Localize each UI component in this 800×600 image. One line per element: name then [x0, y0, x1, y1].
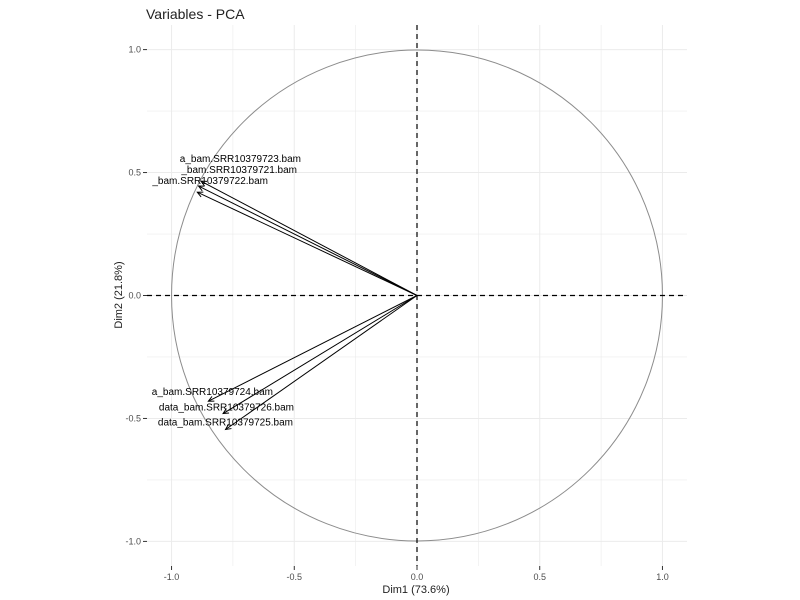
- y-tick-label: 0.5: [128, 168, 141, 178]
- y-tick-label: -0.5: [125, 413, 141, 423]
- variable-arrow: [198, 185, 418, 296]
- chart-title: Variables - PCA: [146, 6, 245, 22]
- variable-label: data_bam.SRR10379726.bam: [159, 403, 294, 414]
- variable-arrow: [197, 191, 418, 296]
- variable-label: a_bam.SRR10379723.bam: [180, 154, 301, 165]
- variable-arrowhead: [207, 396, 215, 402]
- x-tick-label: 0.0: [411, 572, 424, 582]
- variable-arrowhead: [197, 185, 205, 192]
- variable-label: _bam.SRR10379722.bam: [151, 176, 268, 187]
- y-tick-label: -1.0: [125, 536, 141, 546]
- x-tick-label: -1.0: [164, 572, 180, 582]
- y-axis-title: Dim2 (21.8%): [113, 261, 125, 328]
- variable-arrowhead: [224, 424, 232, 431]
- x-tick-label: -0.5: [287, 572, 303, 582]
- variable-arrow: [208, 295, 418, 402]
- variable-arrowhead: [199, 180, 208, 187]
- variable-label: a_bam.SRR10379724.bam: [152, 387, 273, 398]
- variable-label: _bam.SRR10379721.bam: [180, 165, 297, 176]
- variable-labels: a_bam.SRR10379723.bam_bam.SRR10379721.ba…: [151, 154, 301, 428]
- y-tick-label: 1.0: [128, 45, 141, 55]
- axis-ticks: -1.0 -0.5 0.0 0.5 1.0 -1.0 -0.5 0.0 0.5 1.0: [125, 45, 668, 582]
- x-tick-label: 1.0: [656, 572, 669, 582]
- variable-arrowhead: [196, 191, 204, 198]
- variable-arrows: [196, 180, 418, 431]
- y-tick-label: 0.0: [128, 291, 141, 301]
- variable-arrowhead: [222, 408, 230, 415]
- x-axis-title: Dim1 (73.6%): [382, 584, 449, 596]
- variable-label: data_bam.SRR10379725.bam: [158, 418, 293, 429]
- variable-arrow: [225, 295, 418, 430]
- variable-arrow: [200, 180, 418, 296]
- x-tick-label: 0.5: [533, 572, 546, 582]
- variable-arrow: [222, 295, 418, 414]
